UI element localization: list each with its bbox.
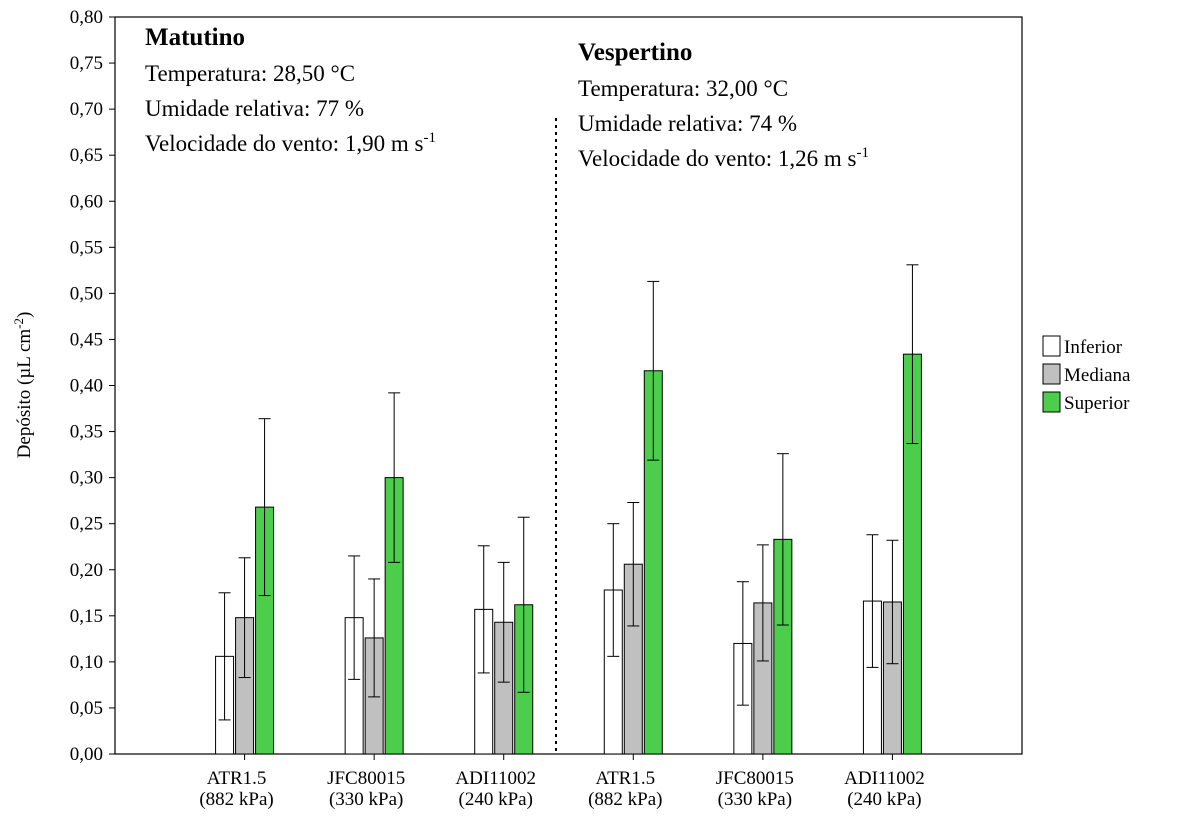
x-tick-label: ATR1.5: [207, 768, 267, 789]
legend-swatch: [1042, 363, 1061, 385]
error-bar: [517, 516, 530, 693]
error-bar: [627, 501, 640, 627]
legend-swatch: [1042, 391, 1061, 413]
x-tick-note: (240 kPa): [459, 789, 533, 810]
annotation-title: Vespertino: [578, 39, 692, 66]
legend-label: Inferior: [1064, 337, 1123, 358]
x-tick-note: (330 kPa): [718, 789, 792, 810]
annotation-line: Umidade relativa: 74 %: [578, 111, 797, 136]
annotation-text: Temperatura: 28,50 °C: [145, 61, 355, 86]
annotation-line: Temperatura: 32,00 °C: [578, 76, 788, 101]
y-tick-label: 0,45: [70, 329, 103, 350]
error-bar: [368, 578, 381, 698]
error-bar: [477, 545, 490, 674]
error-bar: [776, 453, 789, 626]
y-tick-label: 0,65: [70, 145, 103, 166]
x-tick-note: (330 kPa): [329, 789, 403, 810]
error-bar: [736, 581, 749, 706]
annotation-line: Velocidade do vento: 1,26 m s-1: [578, 145, 869, 171]
legend-swatch: [1042, 335, 1061, 357]
x-tick-note: (882 kPa): [199, 789, 273, 810]
x-tick-label: ATR1.5: [595, 768, 655, 789]
error-bar: [497, 561, 510, 683]
error-bar: [218, 592, 231, 721]
y-tick-label: 0,70: [70, 99, 103, 120]
annotation-sup: -1: [424, 130, 437, 146]
y-tick-label: 0,25: [70, 514, 103, 535]
error-bar: [607, 523, 620, 657]
y-tick-label: 0,75: [70, 53, 103, 74]
y-tick-label: 0,20: [70, 560, 103, 581]
y-tick-label: 0,55: [70, 237, 103, 258]
y-tick-label: 0,35: [70, 422, 103, 443]
annotation-line: Umidade relativa: 77 %: [145, 96, 364, 121]
y-tick-label: 0,40: [70, 376, 103, 397]
annotation-line: Temperatura: 28,50 °C: [145, 61, 355, 86]
x-tick-label: ADI11002: [844, 768, 925, 789]
annotation-text: Velocidade do vento: 1,26 m s: [578, 146, 857, 171]
x-tick-label: ADI11002: [455, 768, 536, 789]
y-tick-label: 0,60: [70, 191, 103, 212]
x-tick-note: (240 kPa): [847, 789, 921, 810]
y-axis-title: Depósito (µL cm-2): [11, 312, 35, 459]
annotation-text: Umidade relativa: 77 %: [145, 96, 364, 121]
error-bar: [238, 557, 251, 679]
legend-label: Superior: [1064, 393, 1130, 414]
y-tick-label: 0,50: [70, 283, 103, 304]
y-tick-label: 0,05: [70, 698, 103, 719]
annotation-line: Velocidade do vento: 1,90 m s-1: [145, 130, 436, 156]
x-tick-label: JFC80015: [716, 768, 794, 789]
legend-label: Mediana: [1064, 365, 1131, 386]
error-bar: [348, 555, 361, 680]
y-title-text: Depósito (µL cm: [14, 329, 35, 459]
annotation-title: Matutino: [145, 24, 245, 51]
error-bar: [647, 280, 660, 461]
x-tick-label: JFC80015: [327, 768, 405, 789]
error-bar: [906, 264, 919, 445]
error-bar: [756, 544, 769, 662]
error-bar: [866, 534, 879, 668]
y-tick-label: 0,00: [70, 744, 103, 765]
annotation-text: Temperatura: 32,00 °C: [578, 76, 788, 101]
y-title-after: ): [14, 312, 35, 318]
y-tick-label: 0,30: [70, 468, 103, 489]
error-bar: [886, 539, 899, 665]
annotation-text: Umidade relativa: 74 %: [578, 111, 797, 136]
annotation-text: Velocidade do vento: 1,90 m s: [145, 131, 424, 156]
error-bar: [388, 392, 401, 563]
y-tick-label: 0,80: [70, 7, 103, 28]
y-title-sup: -2: [11, 318, 26, 329]
x-tick-note: (882 kPa): [588, 789, 662, 810]
y-tick-label: 0,15: [70, 606, 103, 627]
y-tick-label: 0,10: [70, 652, 103, 673]
annotation-sup: -1: [857, 145, 870, 161]
error-bar: [258, 418, 271, 597]
